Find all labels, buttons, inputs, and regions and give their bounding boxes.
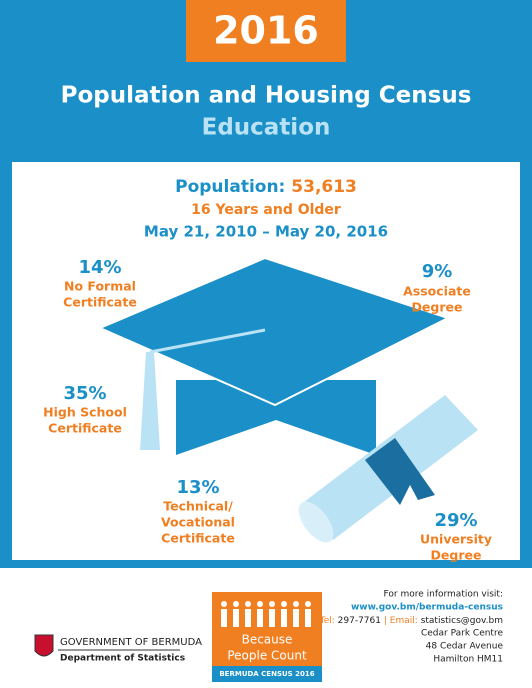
cap-top xyxy=(97,256,451,407)
title: Population and Housing Census xyxy=(61,83,472,109)
percent: 14% xyxy=(78,257,121,278)
label: No Formal xyxy=(64,279,136,294)
label: Degree xyxy=(431,548,482,563)
government: GOVERNMENT OF BERMUDA xyxy=(60,637,202,648)
info: For more information visit: xyxy=(384,590,503,600)
logo-text: BERMUDA CENSUS 2016 xyxy=(219,670,314,678)
tassel xyxy=(140,352,160,450)
contact: Tel: 297-7761 | Email: statistics@gov.bm xyxy=(319,616,503,626)
people-icons xyxy=(221,601,311,627)
percent: 35% xyxy=(63,383,106,404)
label: Certificate xyxy=(161,531,235,546)
label: Certificate xyxy=(48,421,122,436)
logo-text: Because xyxy=(242,633,293,647)
email: statistics@gov.bm xyxy=(421,616,503,626)
population-value: 53,613 xyxy=(291,177,357,197)
tel-label: Tel: xyxy=(319,616,335,626)
population: Population: 53,613 xyxy=(175,177,357,197)
url: www.gov.bm/bermuda-census xyxy=(351,603,503,613)
cap-base xyxy=(176,380,376,455)
label: High School xyxy=(43,405,127,420)
ribbon xyxy=(365,438,435,505)
logo-text: People Count xyxy=(227,649,307,663)
percent: 13% xyxy=(176,477,219,498)
address: Hamilton HM11 xyxy=(433,655,503,665)
address: Cedar Park Centre xyxy=(421,629,503,639)
label: Degree xyxy=(412,300,463,315)
year: 2016 xyxy=(213,9,319,53)
crest xyxy=(34,634,54,657)
label: Vocational xyxy=(161,515,235,530)
separator: | xyxy=(384,616,387,626)
department: Department of Statistics xyxy=(60,654,185,664)
label: University xyxy=(420,532,492,547)
period: May 21, 2010 – May 20, 2016 xyxy=(144,223,388,241)
subtitle: Education xyxy=(202,115,331,141)
age: 16 Years and Older xyxy=(191,202,341,218)
email-label: Email: xyxy=(390,616,418,626)
label: Certificate xyxy=(63,295,137,310)
tel: 297-7761 xyxy=(338,616,381,626)
label: Associate xyxy=(403,284,471,299)
label: Technical/ xyxy=(163,499,233,514)
diploma-end xyxy=(298,501,334,543)
population-label: Population: xyxy=(175,177,285,197)
percent: 9% xyxy=(422,261,453,282)
address: 48 Cedar Avenue xyxy=(426,642,504,652)
logo-band xyxy=(212,666,322,682)
year-box xyxy=(186,0,346,62)
percent: 29% xyxy=(434,510,477,531)
tassel-cord xyxy=(149,328,266,354)
